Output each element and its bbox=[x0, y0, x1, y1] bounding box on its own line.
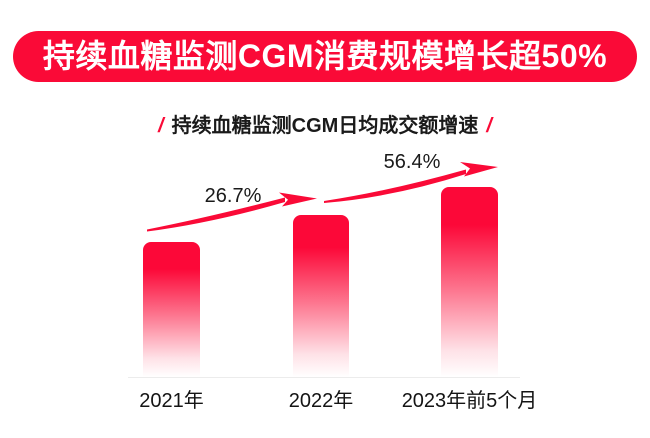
subtitle-right-slash-icon: / bbox=[486, 115, 492, 137]
bar-1 bbox=[143, 242, 200, 377]
x-label-2: 2022年 bbox=[288, 390, 354, 412]
banner: 持续血糖监测CGM消费规模增长超50% bbox=[13, 31, 637, 82]
subtitle-left-slash-icon: / bbox=[158, 115, 164, 137]
chart-subtitle: / 持续血糖监测CGM日均成交额增速 / bbox=[0, 109, 650, 138]
bar-3 bbox=[441, 187, 498, 377]
x-label-3: 2023年前5个月 bbox=[401, 390, 538, 412]
growth-label-1: 26.7% bbox=[204, 185, 262, 207]
page-title: 持续血糖监测CGM消费规模增长超50% bbox=[42, 37, 608, 74]
chart-subtitle-text: 持续血糖监测CGM日均成交额增速 bbox=[171, 115, 479, 137]
x-axis-baseline bbox=[128, 377, 520, 378]
growth-label-2: 56.4% bbox=[383, 151, 441, 173]
bar-2 bbox=[293, 215, 349, 377]
x-label-1: 2021年 bbox=[139, 390, 204, 412]
